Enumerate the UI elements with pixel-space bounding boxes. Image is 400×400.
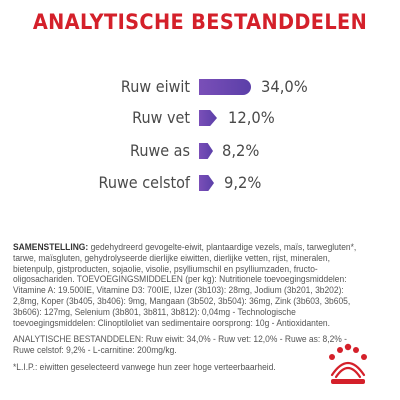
nutrient-bar-protein [199, 79, 251, 95]
composition-heading: SAMENSTELLING: [13, 242, 89, 252]
royal-canin-crown-logo-icon [329, 343, 367, 384]
analysis-paragraph: ANALYTISCHE BESTANDDELEN: Ruw eiwit: 34,… [13, 334, 347, 356]
nutrient-label-protein: Ruw eiwit [120, 77, 190, 96]
composition-paragraph: SAMENSTELLING: gedehydreerd gevogelte-ei… [13, 242, 370, 328]
nutrient-bar-fat [199, 110, 217, 126]
nutrient-chart: Ruw eiwit 34,0% Ruw vet 12,0% Ruwe as 8,… [98, 77, 308, 192]
nutrient-value-fat: 12,0% [228, 108, 275, 127]
nutrient-value-protein: 34,0% [261, 77, 308, 96]
nutrient-value-fibre: 9,2% [224, 173, 262, 192]
nutrient-label-ash: Ruwe as [129, 141, 190, 160]
nutrient-bar-fibre [199, 175, 214, 191]
page-title: ANALYTISCHE BESTANDDELEN [32, 10, 368, 34]
composition-block: SAMENSTELLING: gedehydreerd gevogelte-ei… [13, 242, 370, 379]
nutrient-label-fat: Ruw vet [132, 108, 190, 127]
nutrient-value-ash: 8,2% [222, 141, 260, 160]
footnote: *L.I.P.: eiwitten geselecteerd vanwege h… [13, 361, 276, 372]
nutrient-bar-ash [199, 143, 213, 159]
composition-text: gedehydreerd gevogelte-eiwit, plantaardi… [13, 242, 357, 328]
nutrient-label-fibre: Ruwe celstof [98, 173, 190, 192]
